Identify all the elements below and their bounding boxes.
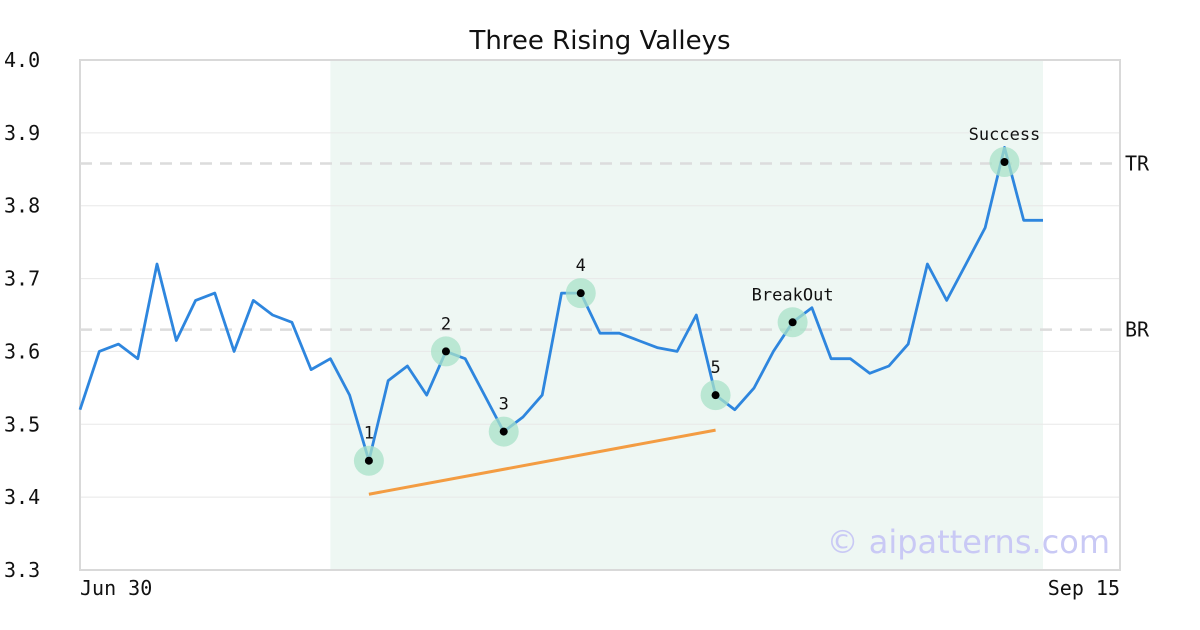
level-label-tr: TR [1125, 151, 1150, 175]
series-layer [78, 145, 1043, 463]
y-tick-label: 3.8 [4, 194, 40, 218]
highlight-region [330, 60, 1043, 570]
level-lines-layer: TR BR [80, 151, 1150, 342]
marker-label: Success [969, 125, 1041, 145]
watermark: © aipatterns.com [827, 523, 1110, 561]
grid-layer [80, 132, 1120, 498]
marker-label: 5 [710, 358, 720, 378]
marker-label: 2 [441, 314, 451, 334]
y-tick-label: 3.7 [4, 267, 40, 291]
marker-point [576, 289, 585, 298]
marker-point [499, 427, 508, 436]
plot-frame [79, 59, 1121, 571]
marker-point [788, 318, 797, 327]
y-tick-label: 3.4 [4, 485, 40, 509]
x-axis-ticks: Jun 30 Sep 15 [80, 576, 1120, 600]
marker-point [1000, 158, 1009, 166]
y-tick-label: 3.5 [4, 412, 40, 436]
marker-point [711, 391, 720, 400]
y-tick-label: 4.0 [4, 48, 40, 72]
x-tick-label: Sep 15 [1048, 576, 1120, 600]
level-label-br: BR [1125, 318, 1150, 342]
marker-label: 3 [499, 395, 509, 415]
trendline [368, 428, 716, 496]
marker-point [364, 456, 373, 465]
y-tick-label: 3.6 [4, 339, 40, 363]
y-tick-label: 3.3 [4, 558, 40, 582]
marker-point [441, 347, 450, 356]
highlight-region-layer [330, 60, 1043, 570]
y-axis-ticks: 4.0 3.9 3.8 3.7 3.6 3.5 3.4 3.3 [4, 48, 40, 582]
marker-label: 1 [364, 424, 374, 444]
price-line [78, 145, 1043, 463]
marker-label: BreakOut [752, 285, 834, 305]
y-tick-label: 3.9 [4, 121, 40, 145]
markers-layer: 1 2 3 4 5 BreakOut Success [353, 125, 1041, 476]
marker-label: 4 [576, 256, 586, 276]
chart-title: Three Rising Valleys [468, 26, 730, 56]
x-tick-label: Jun 30 [80, 576, 152, 600]
trendline-layer [368, 428, 716, 496]
